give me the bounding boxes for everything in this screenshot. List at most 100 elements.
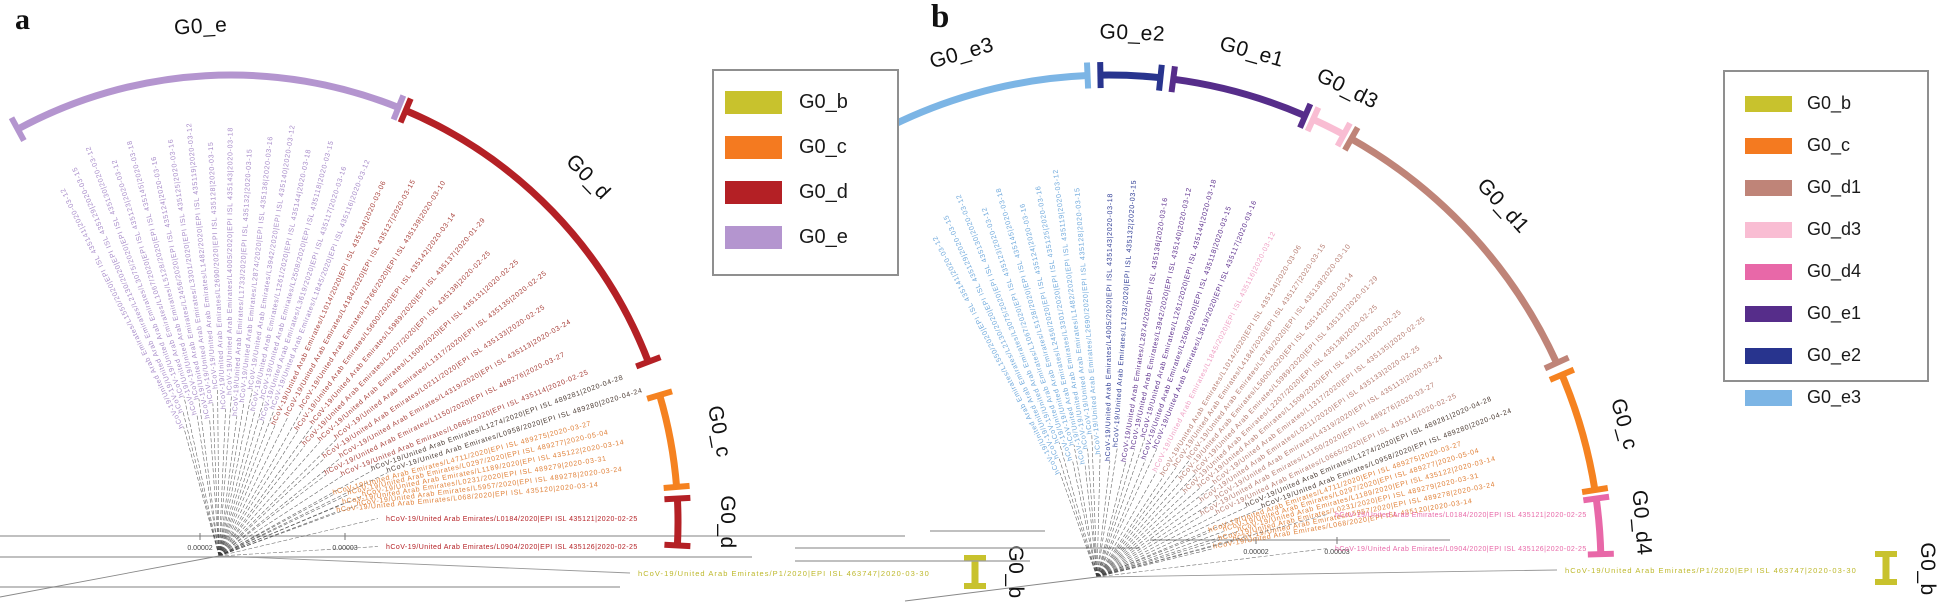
- branch-line: [183, 427, 220, 557]
- legend-item: G0_b: [725, 91, 897, 114]
- axis-tick-label: 0.00003: [1324, 549, 1349, 556]
- clade-label-G0_c: G0_c: [703, 404, 735, 460]
- branch-line: [1096, 437, 1146, 578]
- branch-line: [1059, 472, 1098, 578]
- branch-line: [218, 411, 255, 557]
- legend-label: G0_c: [1807, 135, 1851, 155]
- branch-line: [1087, 448, 1098, 578]
- branch-line: [217, 388, 220, 557]
- clade-label-G0_d1: G0_d1: [1472, 174, 1533, 238]
- clade-arc-endcap: [1168, 65, 1178, 93]
- tip-label-flat: hCoV-19/United Arab Emirates/L0904/2020|…: [1335, 546, 1587, 553]
- tip-label-outgroup: hCoV-19/United Arab Emirates/P1/2020|EPI…: [1565, 566, 1857, 575]
- outgroup-branch-line: [218, 555, 631, 574]
- clade-label-G0_d3: G0_d3: [1313, 64, 1382, 114]
- clade-arc-G0_d: [673, 498, 682, 546]
- branch-line: [1096, 514, 1217, 578]
- branch-line: [1096, 449, 1157, 578]
- branch-line: [218, 409, 226, 557]
- branch-line: [218, 518, 379, 557]
- legend-label: G0_e: [799, 226, 848, 248]
- axis-tick-label: 0.00002: [1243, 549, 1268, 556]
- branch-line: [218, 430, 299, 557]
- branch-line: [1096, 506, 1247, 578]
- branch-line: [182, 411, 220, 557]
- branch-line: [1096, 548, 1214, 578]
- tip-label-flat: hCoV-19/United Arab Emirates/L0904/2020|…: [386, 544, 638, 551]
- tip-label: hCoV-19/United Arab Emirates/L2207/2020|…: [301, 250, 492, 447]
- legend-item: G0_b: [1745, 93, 1927, 114]
- branch-line: [183, 396, 220, 557]
- legend-swatch-g0b: [1745, 95, 1792, 112]
- legend-item: G0_e1: [1745, 303, 1927, 324]
- legend-item: G0_d4: [1745, 261, 1927, 282]
- branch-line: [218, 445, 305, 557]
- clade-arc-endcap: [8, 116, 27, 143]
- tip-label-flat: hCoV-19/United Arab Emirates/L0184/2020|…: [1335, 512, 1587, 519]
- panel-b-letter: b: [931, 0, 950, 35]
- clade-arc-endcap: [664, 494, 691, 503]
- clade-arc-endcap: [663, 482, 690, 491]
- branch-line: [1096, 449, 1135, 578]
- clade-label-G0_e1: G0_e1: [1217, 32, 1286, 72]
- branch-line: [218, 402, 245, 557]
- clade-arc-G0_d4: [1592, 498, 1605, 555]
- tip-label-flat: hCoV-19/United Arab Emirates/L0184/2020|…: [386, 516, 638, 523]
- legend-swatch-g0e2: [1745, 347, 1792, 364]
- branch-line: [1073, 444, 1098, 578]
- legend-item: G0_d: [725, 181, 897, 204]
- branch-line: [218, 511, 337, 557]
- outgroup-branch-line: [1096, 569, 1558, 578]
- legend-label: G0_b: [799, 91, 848, 113]
- legend-panel-b: G0_b G0_c G0_d1 G0_d3 G0_d4 G0_e1 G0_e2: [1723, 70, 1929, 407]
- branch-line: [1096, 515, 1202, 578]
- tip-label: hCoV-19/United Arab Emirates/L4005/2020|…: [1105, 193, 1114, 461]
- branch-line: [1096, 493, 1186, 578]
- tip-label: hCoV-19/United Arab Emirates/L4005/2020|…: [226, 127, 234, 395]
- branch-line: [1096, 501, 1202, 578]
- clade-arc-endcap: [1297, 102, 1314, 129]
- legend-swatch-g0b: [725, 91, 782, 114]
- branch-line: [1096, 447, 1118, 578]
- clade-arc-endcap: [1342, 125, 1361, 152]
- root-edge-line: [904, 576, 1098, 602]
- legend-swatch-g0e1: [1745, 305, 1792, 322]
- branch-line: [1096, 514, 1328, 578]
- clade-arc-endcap: [1582, 493, 1610, 504]
- branch-line: [1059, 442, 1098, 578]
- clade-arc-endcap: [1334, 121, 1353, 148]
- clade-label-G0_e: G0_e: [173, 13, 228, 39]
- legend-item: G0_c: [1745, 135, 1927, 156]
- legend-panel-a: G0_b G0_c G0_d G0_e: [712, 69, 899, 276]
- legend-label: G0_c: [799, 136, 847, 158]
- branch-line: [218, 424, 314, 557]
- clade-arc-endcap: [1548, 366, 1576, 383]
- clade-label-G0_e2: G0_e2: [1099, 20, 1166, 46]
- branch-line: [1072, 460, 1098, 578]
- branch-line: [1084, 463, 1098, 578]
- legend-label: G0_d3: [1807, 219, 1862, 239]
- branch-line: [1096, 548, 1328, 578]
- clade-arc-endcap: [664, 541, 691, 550]
- branch-line: [1096, 462, 1126, 578]
- legend-swatch-g0e: [725, 226, 782, 249]
- branch-line: [1096, 467, 1177, 578]
- branch-line: [1096, 540, 1219, 578]
- branch-line: [1096, 460, 1111, 578]
- branch-line: [218, 399, 265, 557]
- clade-label-G0_b: G0_b: [1004, 545, 1027, 598]
- clade-label-G0_e3: G0_e3: [927, 33, 996, 73]
- branch-line: [218, 457, 341, 557]
- legend-item: G0_d3: [1745, 219, 1927, 240]
- branch-line: [218, 394, 232, 557]
- branch-line: [218, 470, 373, 557]
- axis-tick-label: 0.00002: [187, 545, 212, 552]
- clade-arc-endcap: [646, 388, 673, 402]
- branch-line: [218, 416, 289, 557]
- clade-arc-endcap: [397, 97, 414, 124]
- clade-arc-G0_c: [656, 394, 681, 488]
- branch-line: [218, 472, 388, 557]
- clade-arc-endcap: [1581, 485, 1609, 496]
